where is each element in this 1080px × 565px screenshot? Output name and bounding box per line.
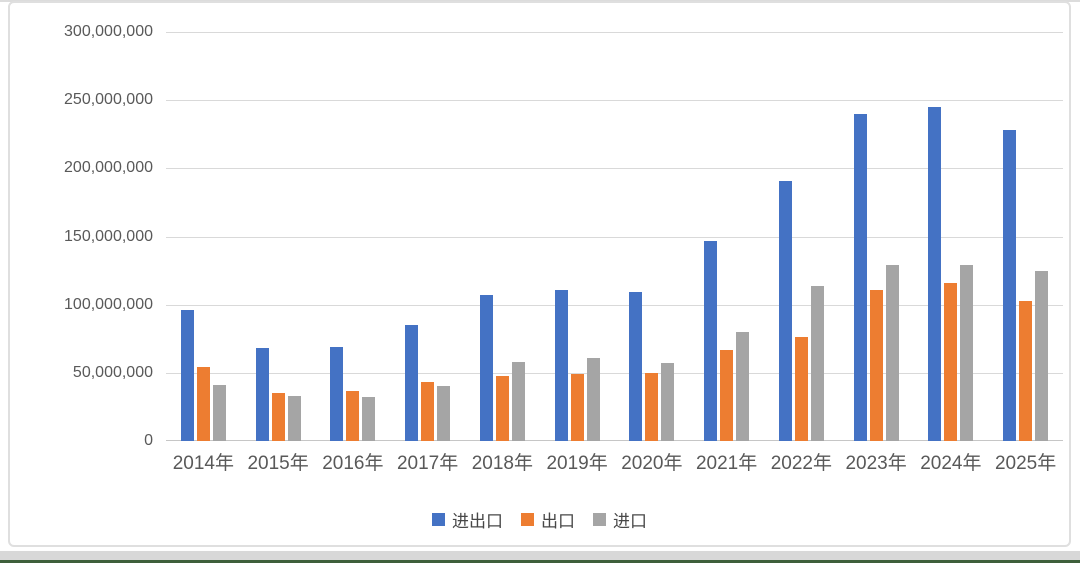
gridline bbox=[166, 237, 1063, 238]
bar-出口 bbox=[196, 367, 210, 441]
x-axis-label: 2023年 bbox=[845, 453, 907, 474]
gridline bbox=[166, 440, 1063, 441]
bar-出口 bbox=[421, 382, 435, 441]
gridline bbox=[166, 373, 1063, 374]
bar-出口 bbox=[944, 283, 958, 441]
bar-进口 bbox=[287, 396, 301, 441]
x-axis-label: 2017年 bbox=[396, 453, 459, 474]
bar-进出口 bbox=[1003, 130, 1017, 441]
y-axis: 300,000,000 250,000,000 200,000,000 150,000… bbox=[10, 3, 153, 463]
chart-card: 300,000,000 250,000,000 200,000,000 150,000… bbox=[8, 1, 1071, 547]
y-tick-label: 0 bbox=[144, 432, 153, 449]
legend-label: 出口 bbox=[541, 511, 575, 531]
legend-item-进出口: 进出口 bbox=[432, 507, 503, 532]
legend-marker-icon bbox=[593, 512, 606, 526]
y-tick-label: 300,000,000 bbox=[64, 23, 153, 40]
bar-进出口 bbox=[479, 295, 493, 441]
bar-进出口 bbox=[330, 347, 344, 441]
bar-group-2017年 bbox=[390, 32, 465, 441]
bar-进出口 bbox=[629, 292, 643, 441]
bar-进口 bbox=[362, 397, 376, 441]
y-tick-label: 100,000,000 bbox=[64, 296, 153, 313]
bar-出口 bbox=[869, 290, 883, 441]
gridline bbox=[166, 100, 1063, 101]
legend-marker-icon bbox=[521, 512, 534, 526]
x-axis-label: 2022年 bbox=[770, 453, 833, 474]
x-axis-label: 2019年 bbox=[546, 453, 608, 474]
bar-出口 bbox=[346, 391, 360, 441]
x-axis-label: 2024年 bbox=[920, 453, 982, 474]
bar-进口 bbox=[586, 358, 600, 441]
legend-item-出口: 出口 bbox=[521, 507, 575, 532]
bar-group-2020年 bbox=[615, 32, 690, 441]
bar-出口 bbox=[720, 350, 734, 441]
legend: 进出口 出口 进口 bbox=[10, 505, 1069, 533]
bar-进出口 bbox=[928, 107, 942, 441]
bar-进口 bbox=[960, 265, 974, 441]
bar-进口 bbox=[810, 286, 824, 441]
gridline bbox=[166, 168, 1063, 169]
x-axis-label: 2014年 bbox=[172, 453, 235, 474]
bar-进出口 bbox=[554, 290, 568, 441]
bar-进口 bbox=[511, 362, 525, 441]
bar-group-2016年 bbox=[316, 32, 391, 441]
bar-group-2018年 bbox=[465, 32, 540, 441]
bar-进出口 bbox=[405, 325, 419, 441]
x-axis-label: 2025年 bbox=[994, 453, 1057, 474]
x-axis-label: 2018年 bbox=[471, 453, 534, 474]
bar-进口 bbox=[212, 385, 226, 441]
y-tick-label: 250,000,000 bbox=[64, 91, 153, 108]
x-axis-label: 2020年 bbox=[621, 453, 683, 474]
bar-group-2022年 bbox=[764, 32, 839, 441]
bar-出口 bbox=[495, 376, 509, 441]
bar-进出口 bbox=[704, 241, 718, 441]
bar-进出口 bbox=[255, 348, 269, 441]
bar-出口 bbox=[1019, 301, 1033, 441]
bar-出口 bbox=[570, 374, 584, 441]
bar-group-2019年 bbox=[540, 32, 615, 441]
x-axis: 2014年 2015年 2016年 2017年 2018年 2019年 2020年 2021年… bbox=[166, 450, 1063, 480]
gridline bbox=[166, 305, 1063, 306]
bar-进口 bbox=[1035, 271, 1049, 441]
plot-area bbox=[166, 32, 1063, 441]
x-axis-label: 2021年 bbox=[695, 453, 758, 474]
legend-label: 进出口 bbox=[452, 511, 503, 531]
bar-group-2021年 bbox=[689, 32, 764, 441]
bar-进口 bbox=[437, 386, 451, 441]
bottom-green-strip bbox=[0, 560, 1080, 563]
bar-group-2014年 bbox=[166, 32, 241, 441]
bar-group-2025年 bbox=[988, 32, 1063, 441]
legend-item-进口: 进口 bbox=[593, 507, 647, 532]
bar-group-2024年 bbox=[914, 32, 989, 441]
bar-进口 bbox=[885, 265, 899, 441]
x-axis-label: 2016年 bbox=[322, 453, 384, 474]
bar-进口 bbox=[736, 332, 750, 441]
y-tick-label: 150,000,000 bbox=[64, 228, 153, 245]
y-tick-label: 50,000,000 bbox=[72, 364, 153, 381]
y-tick-label: 200,000,000 bbox=[64, 159, 153, 176]
bar-group-2023年 bbox=[839, 32, 914, 441]
bar-进出口 bbox=[778, 181, 792, 441]
legend-label: 进口 bbox=[613, 511, 647, 531]
bar-出口 bbox=[271, 393, 285, 441]
gridline bbox=[166, 32, 1063, 33]
bar-进口 bbox=[661, 363, 675, 441]
bottom-gray-strip bbox=[0, 551, 1080, 560]
bar-出口 bbox=[645, 373, 659, 441]
bar-进出口 bbox=[853, 114, 867, 441]
bar-进出口 bbox=[180, 310, 194, 441]
x-axis-label: 2015年 bbox=[247, 453, 309, 474]
legend-marker-icon bbox=[432, 512, 445, 526]
bar-出口 bbox=[794, 337, 808, 441]
bar-group-2015年 bbox=[241, 32, 316, 441]
